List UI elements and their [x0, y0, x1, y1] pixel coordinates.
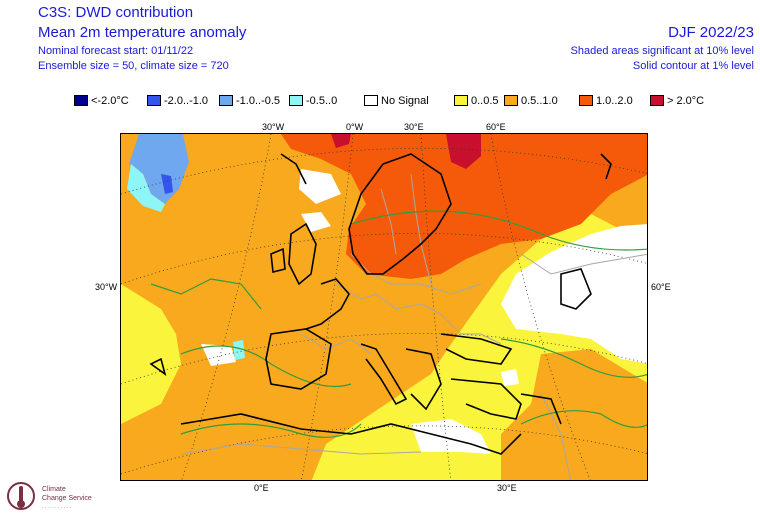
border-line	[350, 253, 482, 295]
no-signal-area	[299, 169, 341, 204]
climate-change-service-logo-icon	[7, 482, 35, 510]
lon-label: 0°E	[254, 483, 269, 493]
parallel-line	[121, 147, 647, 195]
coast-caspian	[560, 268, 592, 310]
legend-label: <-2.0°C	[91, 95, 129, 107]
anomaly-map	[120, 133, 648, 481]
map-svg	[121, 134, 647, 480]
legend-swatch	[504, 95, 518, 106]
season-label: DJF 2022/23	[668, 24, 754, 41]
contour-line	[180, 423, 362, 438]
no-signal-area	[201, 344, 236, 366]
legend-label: -1.0..-0.5	[236, 95, 281, 107]
legend-label: No Signal	[381, 95, 429, 107]
legend-swatch	[364, 95, 378, 106]
logo-line1: Climate	[42, 486, 66, 493]
anomaly-fill-darkred	[446, 134, 481, 169]
legend-swatch	[74, 95, 88, 106]
significance-contours	[150, 210, 647, 438]
legend-swatch	[579, 95, 593, 106]
contour-line	[350, 210, 647, 251]
legend-swatch	[650, 95, 664, 106]
legend-label: 0.5..1.0	[521, 95, 558, 107]
legend-swatch	[289, 95, 303, 106]
anomaly-fill-redorange	[281, 134, 647, 279]
logo-line2: Change Service	[42, 495, 92, 502]
meridian-line	[420, 134, 452, 480]
coast-levant	[520, 393, 562, 425]
lon-label: 30°E	[404, 122, 424, 132]
contour-line	[150, 278, 262, 310]
significance-contour-note: Solid contour at 1% level	[632, 60, 754, 72]
legend-label: -2.0..-1.0	[164, 95, 209, 107]
contour-line	[180, 345, 352, 387]
border-line	[380, 188, 397, 255]
lon-label: 0°W	[346, 122, 364, 132]
coast-ireland	[270, 247, 286, 273]
border-line	[410, 173, 432, 285]
coast-balkans	[405, 348, 442, 411]
anomaly-fill-cyan	[233, 340, 245, 360]
border-line	[520, 253, 647, 275]
coast-turkey	[450, 378, 522, 420]
coast-island	[149, 357, 167, 376]
anomaly-fill-lightblue	[129, 134, 189, 204]
legend-swatch	[454, 95, 468, 106]
legend-label: -0.5..0	[306, 95, 338, 107]
contour-line	[500, 338, 647, 378]
no-signal-area	[301, 212, 331, 232]
legend-label: 0..0.5	[471, 95, 499, 107]
contour-line	[520, 410, 647, 428]
forecast-start: Nominal forecast start: 01/11/22	[38, 45, 194, 57]
no-signal-area	[501, 369, 519, 386]
coast-britain	[288, 222, 317, 286]
meridian-line	[490, 134, 591, 480]
anomaly-fill-cyan	[127, 164, 165, 212]
coast-iberia	[265, 328, 332, 390]
parallel-line	[121, 425, 647, 475]
coast-france	[305, 278, 350, 330]
chart-subtitle: Mean 2m temperature anomaly	[38, 24, 247, 41]
anomaly-fill-blue	[161, 174, 173, 194]
coast-line	[280, 153, 307, 185]
border-line	[540, 393, 572, 480]
lon-label: 30°E	[497, 483, 517, 493]
legend-swatch	[147, 95, 161, 106]
coast-blacksea	[440, 333, 513, 365]
lon-label: 30°W	[262, 122, 285, 132]
parallel-line	[121, 333, 647, 385]
country-borders	[180, 173, 647, 480]
no-signal-area	[411, 419, 491, 454]
logo-line3: · · · · · · · · · ·	[42, 505, 72, 511]
chart-title: C3S: DWD contribution	[38, 4, 194, 21]
anomaly-fill-orange	[501, 349, 647, 480]
coast-italy	[360, 343, 408, 406]
coast-northafrica	[180, 413, 522, 455]
coast-scandinavia	[348, 153, 452, 275]
parallel-line	[121, 233, 647, 285]
lat-label-left: 30°W	[95, 282, 118, 292]
coast-novayazemlya	[600, 153, 612, 180]
lat-label-right: 60°E	[651, 282, 671, 292]
border-line	[300, 333, 372, 355]
coastlines	[149, 153, 612, 455]
border-line	[440, 313, 502, 345]
lon-label: 60°E	[486, 122, 506, 132]
ensemble-size: Ensemble size = 50, climate size = 720	[38, 60, 229, 72]
legend-swatch	[219, 95, 233, 106]
significance-shaded-note: Shaded areas significant at 10% level	[570, 45, 754, 57]
legend-label: > 2.0°C	[667, 95, 705, 107]
copernicus-logo: Climate Change Service · · · · · · · · ·…	[4, 476, 124, 516]
legend-label: 1.0..2.0	[596, 95, 633, 107]
meridian-line	[181, 134, 272, 480]
border-line	[180, 443, 422, 455]
anomaly-fill-darkred	[331, 134, 351, 148]
border-line	[335, 283, 442, 315]
